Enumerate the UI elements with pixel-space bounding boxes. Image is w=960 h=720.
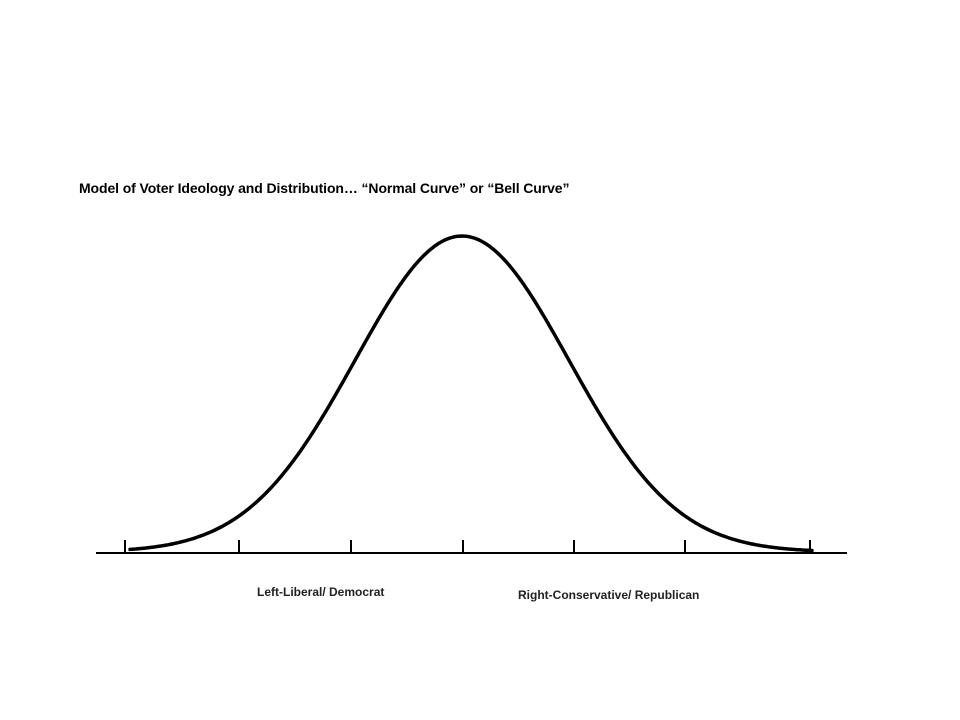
right-conservative-republican-label: Right-Conservative/ Republican xyxy=(518,588,700,602)
axis-ticks xyxy=(124,540,811,553)
left-liberal-democrat-label: Left-Liberal/ Democrat xyxy=(257,585,385,599)
diagram-title: Model of Voter Ideology and Distribution… xyxy=(79,180,570,196)
bell-curve xyxy=(128,234,814,553)
